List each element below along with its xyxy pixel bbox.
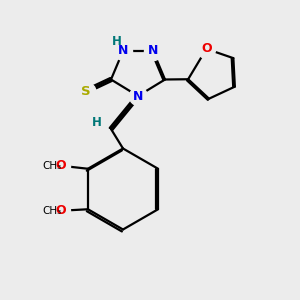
Text: O: O bbox=[201, 42, 212, 56]
Text: N: N bbox=[133, 89, 143, 103]
Text: S: S bbox=[81, 85, 90, 98]
Text: H: H bbox=[112, 35, 121, 48]
Text: CH₃: CH₃ bbox=[42, 206, 62, 216]
Text: H: H bbox=[92, 116, 101, 129]
Text: O: O bbox=[56, 204, 66, 217]
Text: CH₃: CH₃ bbox=[42, 161, 62, 171]
Text: N: N bbox=[148, 44, 158, 58]
Text: O: O bbox=[56, 159, 66, 172]
Text: N: N bbox=[118, 44, 128, 58]
